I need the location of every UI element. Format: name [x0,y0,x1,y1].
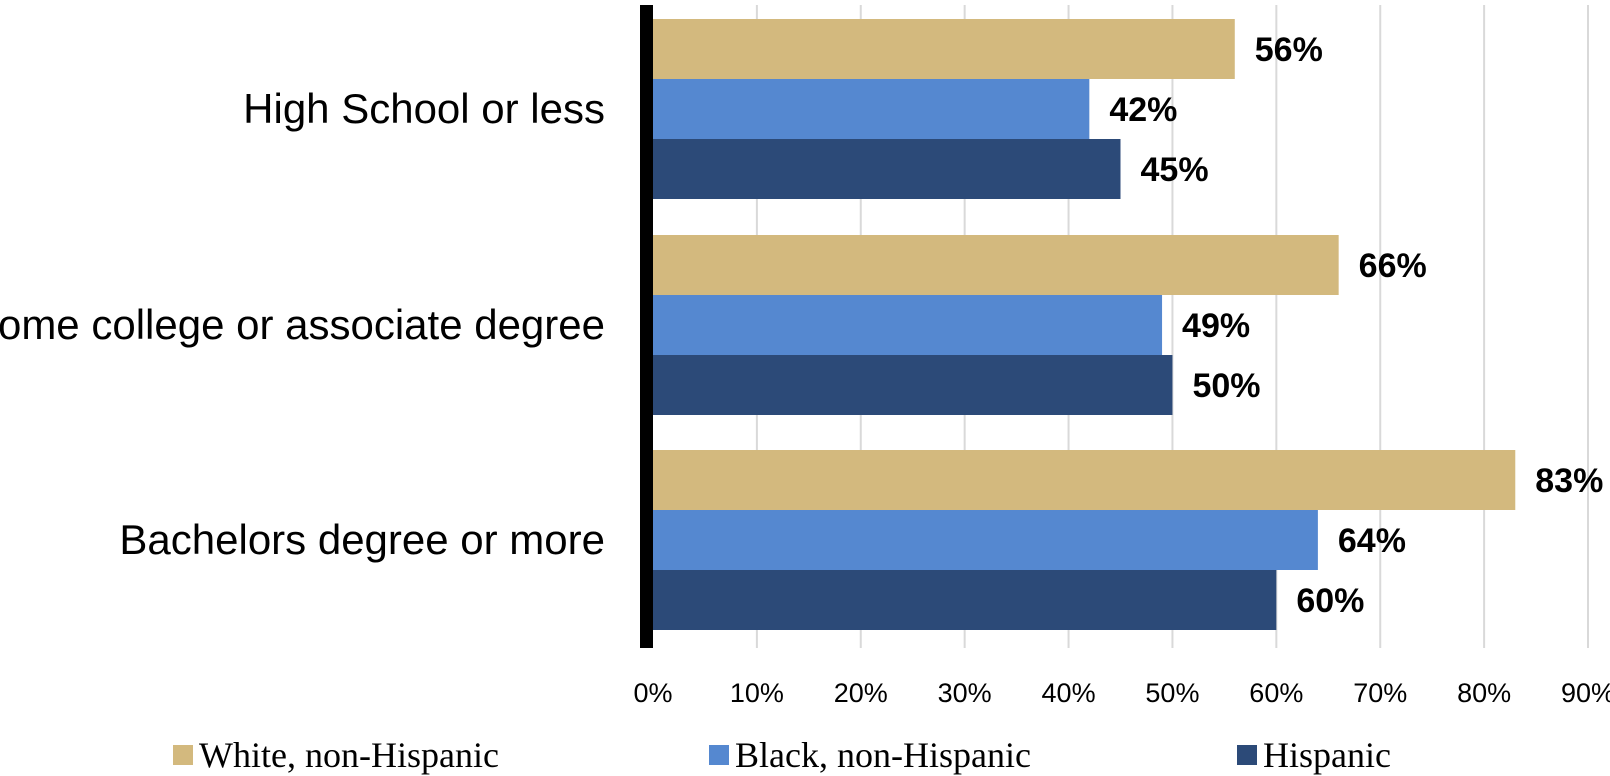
legend-label-white: White, non-Hispanic [199,735,499,775]
data-label: 60% [1296,582,1364,620]
x-tick-label: 20% [834,678,888,708]
bar [653,450,1516,510]
category-label: Bachelors degree or more [119,516,605,563]
x-tick-label: 80% [1457,678,1511,708]
legend-swatch-black [709,745,729,765]
bars [653,19,1516,630]
data-label: 45% [1141,151,1209,189]
x-tick-label: 10% [730,678,784,708]
legend-swatch-hispanic [1237,745,1257,765]
data-label: 56% [1255,31,1323,69]
bar [653,235,1339,295]
x-tick-label: 50% [1145,678,1199,708]
bar-chart: 56% 42% 45% 66% 49% 50% 83% 64% 60% High School … [0,5,1610,708]
x-tick-label: 70% [1353,678,1407,708]
legend: White, non-Hispanic Black, non-Hispanic … [0,734,1610,776]
bar [653,295,1163,355]
category-label: Some college or associate degree [0,301,605,348]
bar [653,510,1318,570]
category-labels: High School or less Some college or assoc… [0,85,605,563]
x-axis-tick-labels: 0% 10% 20% 30% 40% 50% 60% 70% 80% 90% [633,678,1610,708]
bar [653,19,1235,79]
data-label: 64% [1338,522,1406,560]
category-label: High School or less [243,85,605,132]
bar [653,79,1090,139]
legend-swatch-white [173,745,193,765]
legend-item-hispanic: Hispanic [1237,734,1391,776]
y-axis-line [640,5,653,648]
data-label: 42% [1109,91,1177,129]
x-tick-label: 0% [633,678,672,708]
data-label: 50% [1192,367,1260,405]
x-tick-label: 30% [938,678,992,708]
bar [653,139,1121,199]
data-label: 83% [1535,462,1603,500]
legend-item-black: Black, non-Hispanic [709,734,1031,776]
data-label: 66% [1359,247,1427,285]
data-label: 49% [1182,307,1250,345]
bar [653,570,1277,630]
legend-label-hispanic: Hispanic [1263,735,1391,775]
legend-label-black: Black, non-Hispanic [735,735,1031,775]
legend-item-white: White, non-Hispanic [173,734,499,776]
x-tick-label: 60% [1249,678,1303,708]
x-tick-label: 90% [1561,678,1610,708]
x-tick-label: 40% [1042,678,1096,708]
data-labels: 56% 42% 45% 66% 49% 50% 83% 64% 60% [1109,31,1603,620]
bar [653,355,1173,415]
